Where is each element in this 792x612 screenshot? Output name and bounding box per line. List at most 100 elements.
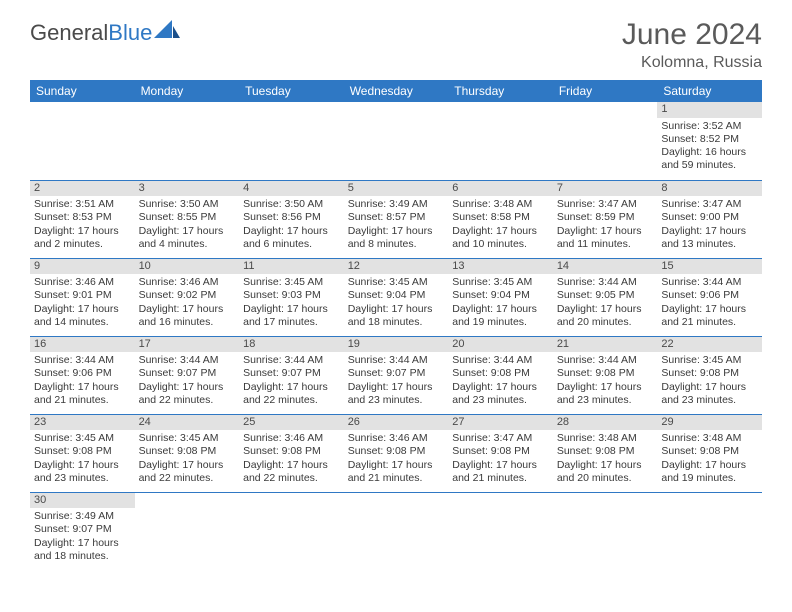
calendar-cell: 26Sunrise: 3:46 AMSunset: 9:08 PMDayligh… bbox=[344, 414, 449, 492]
daylight-text: and 23 minutes. bbox=[348, 394, 445, 407]
sunset-text: Sunset: 9:08 PM bbox=[661, 445, 758, 458]
day-body: Sunrise: 3:50 AMSunset: 8:55 PMDaylight:… bbox=[135, 196, 240, 255]
calendar-cell: 30Sunrise: 3:49 AMSunset: 9:07 PMDayligh… bbox=[30, 492, 135, 570]
day-body: Sunrise: 3:45 AMSunset: 9:08 PMDaylight:… bbox=[135, 430, 240, 489]
daylight-text: and 21 minutes. bbox=[452, 472, 549, 485]
sunrise-text: Sunrise: 3:44 AM bbox=[661, 276, 758, 289]
sunset-text: Sunset: 9:08 PM bbox=[243, 445, 340, 458]
calendar-cell: 12Sunrise: 3:45 AMSunset: 9:04 PMDayligh… bbox=[344, 258, 449, 336]
day-number: 27 bbox=[448, 415, 553, 431]
calendar-cell: 10Sunrise: 3:46 AMSunset: 9:02 PMDayligh… bbox=[135, 258, 240, 336]
calendar-cell: 17Sunrise: 3:44 AMSunset: 9:07 PMDayligh… bbox=[135, 336, 240, 414]
calendar-week: 2Sunrise: 3:51 AMSunset: 8:53 PMDaylight… bbox=[30, 180, 762, 258]
location-label: Kolomna, Russia bbox=[622, 54, 762, 72]
day-number: 5 bbox=[344, 181, 449, 197]
weekday-header: Tuesday bbox=[239, 80, 344, 102]
calendar-cell: .. bbox=[239, 492, 344, 570]
day-number: 1 bbox=[657, 102, 762, 118]
sunrise-text: Sunrise: 3:50 AM bbox=[243, 198, 340, 211]
sunrise-text: Sunrise: 3:47 AM bbox=[557, 198, 654, 211]
page-title: June 2024 bbox=[622, 18, 762, 52]
day-number: 17 bbox=[135, 337, 240, 353]
calendar-cell: 3Sunrise: 3:50 AMSunset: 8:55 PMDaylight… bbox=[135, 180, 240, 258]
daylight-text: and 59 minutes. bbox=[661, 159, 758, 172]
header: GeneralBlue June 2024 Kolomna, Russia bbox=[30, 18, 762, 72]
daylight-text: and 23 minutes. bbox=[557, 394, 654, 407]
day-body: Sunrise: 3:48 AMSunset: 8:58 PMDaylight:… bbox=[448, 196, 553, 255]
day-number: 13 bbox=[448, 259, 553, 275]
day-number: 19 bbox=[344, 337, 449, 353]
sunrise-text: Sunrise: 3:48 AM bbox=[452, 198, 549, 211]
daylight-text: Daylight: 17 hours bbox=[661, 225, 758, 238]
day-body: Sunrise: 3:46 AMSunset: 9:08 PMDaylight:… bbox=[239, 430, 344, 489]
sunrise-text: Sunrise: 3:44 AM bbox=[557, 354, 654, 367]
daylight-text: and 22 minutes. bbox=[139, 472, 236, 485]
sunrise-text: Sunrise: 3:46 AM bbox=[139, 276, 236, 289]
daylight-text: and 20 minutes. bbox=[557, 472, 654, 485]
calendar-week: 30Sunrise: 3:49 AMSunset: 9:07 PMDayligh… bbox=[30, 492, 762, 570]
day-body: Sunrise: 3:45 AMSunset: 9:08 PMDaylight:… bbox=[30, 430, 135, 489]
daylight-text: Daylight: 17 hours bbox=[34, 303, 131, 316]
day-body: Sunrise: 3:47 AMSunset: 9:00 PMDaylight:… bbox=[657, 196, 762, 255]
day-body: Sunrise: 3:50 AMSunset: 8:56 PMDaylight:… bbox=[239, 196, 344, 255]
calendar-week: 9Sunrise: 3:46 AMSunset: 9:01 PMDaylight… bbox=[30, 258, 762, 336]
daylight-text: Daylight: 17 hours bbox=[139, 303, 236, 316]
sunset-text: Sunset: 9:03 PM bbox=[243, 289, 340, 302]
day-body: Sunrise: 3:51 AMSunset: 8:53 PMDaylight:… bbox=[30, 196, 135, 255]
sunset-text: Sunset: 9:07 PM bbox=[243, 367, 340, 380]
sunrise-text: Sunrise: 3:51 AM bbox=[34, 198, 131, 211]
day-body: Sunrise: 3:48 AMSunset: 9:08 PMDaylight:… bbox=[657, 430, 762, 489]
day-body: Sunrise: 3:52 AMSunset: 8:52 PMDaylight:… bbox=[657, 118, 762, 177]
calendar-cell: 5Sunrise: 3:49 AMSunset: 8:57 PMDaylight… bbox=[344, 180, 449, 258]
calendar-cell: .. bbox=[553, 102, 658, 180]
daylight-text: Daylight: 17 hours bbox=[243, 459, 340, 472]
daylight-text: and 16 minutes. bbox=[139, 316, 236, 329]
calendar-cell: 29Sunrise: 3:48 AMSunset: 9:08 PMDayligh… bbox=[657, 414, 762, 492]
daylight-text: and 10 minutes. bbox=[452, 238, 549, 251]
day-number: 30 bbox=[30, 493, 135, 509]
sunset-text: Sunset: 9:01 PM bbox=[34, 289, 131, 302]
sunset-text: Sunset: 9:08 PM bbox=[557, 367, 654, 380]
brand-part1: General bbox=[30, 20, 108, 46]
daylight-text: and 21 minutes. bbox=[661, 316, 758, 329]
day-number: 23 bbox=[30, 415, 135, 431]
sunrise-text: Sunrise: 3:47 AM bbox=[661, 198, 758, 211]
daylight-text: and 13 minutes. bbox=[661, 238, 758, 251]
day-body: Sunrise: 3:48 AMSunset: 9:08 PMDaylight:… bbox=[553, 430, 658, 489]
day-body: Sunrise: 3:44 AMSunset: 9:08 PMDaylight:… bbox=[553, 352, 658, 411]
calendar-cell: 14Sunrise: 3:44 AMSunset: 9:05 PMDayligh… bbox=[553, 258, 658, 336]
daylight-text: and 19 minutes. bbox=[452, 316, 549, 329]
daylight-text: Daylight: 17 hours bbox=[661, 459, 758, 472]
day-number: 11 bbox=[239, 259, 344, 275]
day-number: 25 bbox=[239, 415, 344, 431]
day-body: Sunrise: 3:46 AMSunset: 9:08 PMDaylight:… bbox=[344, 430, 449, 489]
day-body: Sunrise: 3:45 AMSunset: 9:04 PMDaylight:… bbox=[448, 274, 553, 333]
daylight-text: Daylight: 17 hours bbox=[243, 303, 340, 316]
day-number: 20 bbox=[448, 337, 553, 353]
day-number: 3 bbox=[135, 181, 240, 197]
daylight-text: and 2 minutes. bbox=[34, 238, 131, 251]
sunrise-text: Sunrise: 3:44 AM bbox=[139, 354, 236, 367]
sunrise-text: Sunrise: 3:44 AM bbox=[348, 354, 445, 367]
calendar-cell: .. bbox=[657, 492, 762, 570]
calendar-week: 16Sunrise: 3:44 AMSunset: 9:06 PMDayligh… bbox=[30, 336, 762, 414]
calendar-table: SundayMondayTuesdayWednesdayThursdayFrid… bbox=[30, 80, 762, 570]
daylight-text: Daylight: 17 hours bbox=[348, 303, 445, 316]
sunset-text: Sunset: 8:59 PM bbox=[557, 211, 654, 224]
day-number: 26 bbox=[344, 415, 449, 431]
calendar-cell: 25Sunrise: 3:46 AMSunset: 9:08 PMDayligh… bbox=[239, 414, 344, 492]
daylight-text: and 23 minutes. bbox=[452, 394, 549, 407]
calendar-cell: .. bbox=[448, 492, 553, 570]
weekday-header: Thursday bbox=[448, 80, 553, 102]
sunrise-text: Sunrise: 3:46 AM bbox=[348, 432, 445, 445]
title-block: June 2024 Kolomna, Russia bbox=[622, 18, 762, 72]
day-number: 6 bbox=[448, 181, 553, 197]
daylight-text: Daylight: 17 hours bbox=[661, 303, 758, 316]
weekday-header: Friday bbox=[553, 80, 658, 102]
sunset-text: Sunset: 8:57 PM bbox=[348, 211, 445, 224]
day-body: Sunrise: 3:45 AMSunset: 9:04 PMDaylight:… bbox=[344, 274, 449, 333]
daylight-text: and 22 minutes. bbox=[243, 394, 340, 407]
calendar-cell: .. bbox=[135, 102, 240, 180]
daylight-text: and 8 minutes. bbox=[348, 238, 445, 251]
daylight-text: Daylight: 17 hours bbox=[34, 381, 131, 394]
